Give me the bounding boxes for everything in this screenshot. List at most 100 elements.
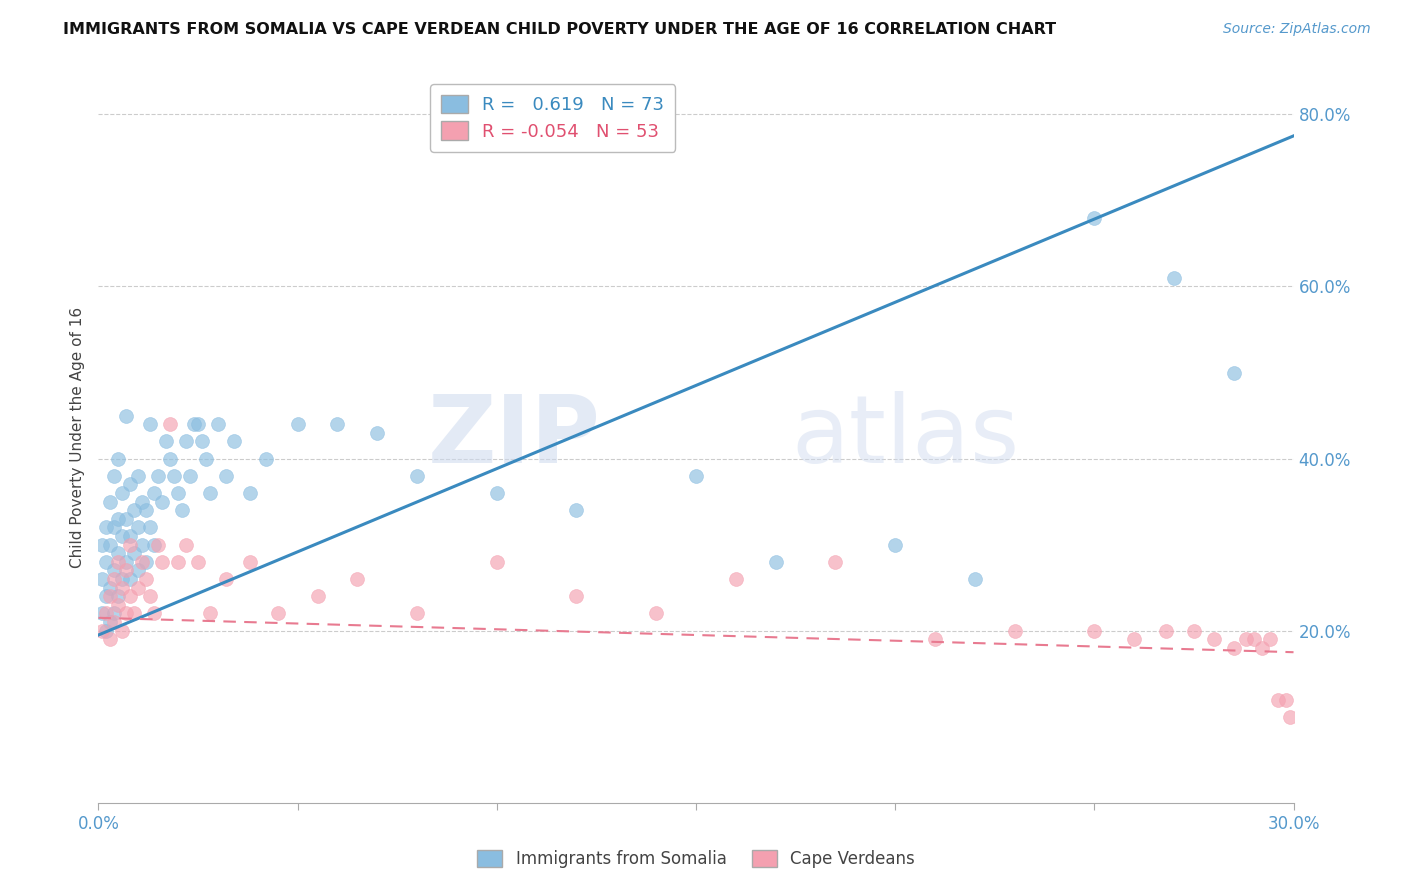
Text: IMMIGRANTS FROM SOMALIA VS CAPE VERDEAN CHILD POVERTY UNDER THE AGE OF 16 CORREL: IMMIGRANTS FROM SOMALIA VS CAPE VERDEAN … xyxy=(63,22,1056,37)
Point xyxy=(111,572,134,586)
Point xyxy=(148,468,170,483)
Point xyxy=(139,417,162,432)
Point xyxy=(366,425,388,440)
Point xyxy=(120,529,142,543)
Point xyxy=(1250,640,1272,655)
Point xyxy=(107,589,129,603)
Point xyxy=(135,572,157,586)
Point xyxy=(98,632,122,647)
Point xyxy=(1243,632,1265,647)
Point xyxy=(139,520,162,534)
Point xyxy=(107,546,129,560)
Point xyxy=(124,503,146,517)
Point xyxy=(96,520,118,534)
Point xyxy=(685,468,707,483)
Point xyxy=(103,564,125,578)
Point xyxy=(91,607,114,621)
Point xyxy=(120,538,142,552)
Point xyxy=(150,494,173,508)
Point xyxy=(159,417,181,432)
Point xyxy=(98,581,122,595)
Point xyxy=(963,572,986,586)
Text: atlas: atlas xyxy=(792,391,1019,483)
Point xyxy=(96,607,118,621)
Point xyxy=(143,538,166,552)
Point xyxy=(107,451,129,466)
Point xyxy=(120,572,142,586)
Point xyxy=(103,615,125,629)
Point xyxy=(111,529,134,543)
Point xyxy=(127,520,149,534)
Point xyxy=(1123,632,1146,647)
Point xyxy=(1223,366,1246,380)
Point xyxy=(215,572,238,586)
Point xyxy=(1004,624,1026,638)
Point xyxy=(179,468,201,483)
Point xyxy=(103,607,125,621)
Point xyxy=(174,538,197,552)
Point xyxy=(103,572,125,586)
Point xyxy=(924,632,946,647)
Point xyxy=(150,555,173,569)
Point xyxy=(1182,624,1205,638)
Point xyxy=(267,607,290,621)
Point xyxy=(111,486,134,500)
Point xyxy=(254,451,277,466)
Point xyxy=(824,555,846,569)
Point xyxy=(115,512,138,526)
Point xyxy=(167,555,190,569)
Point xyxy=(326,417,349,432)
Point xyxy=(103,468,125,483)
Point xyxy=(307,589,329,603)
Point xyxy=(107,512,129,526)
Point xyxy=(191,434,214,449)
Point xyxy=(239,555,262,569)
Point xyxy=(239,486,262,500)
Point xyxy=(195,451,218,466)
Point xyxy=(107,555,129,569)
Point xyxy=(124,546,146,560)
Point xyxy=(1154,624,1177,638)
Point xyxy=(406,468,429,483)
Point xyxy=(183,417,205,432)
Point xyxy=(96,624,118,638)
Point xyxy=(159,451,181,466)
Point xyxy=(198,486,221,500)
Point xyxy=(1202,632,1225,647)
Point xyxy=(222,434,245,449)
Point xyxy=(215,468,238,483)
Point xyxy=(174,434,197,449)
Point xyxy=(98,494,122,508)
Point xyxy=(1083,624,1105,638)
Point xyxy=(139,589,162,603)
Point xyxy=(724,572,747,586)
Text: Source: ZipAtlas.com: Source: ZipAtlas.com xyxy=(1223,22,1371,37)
Point xyxy=(565,589,588,603)
Point xyxy=(127,564,149,578)
Point xyxy=(163,468,186,483)
Point xyxy=(115,564,138,578)
Text: ZIP: ZIP xyxy=(427,391,600,483)
Point xyxy=(167,486,190,500)
Point xyxy=(103,520,125,534)
Point xyxy=(98,615,122,629)
Point xyxy=(91,538,114,552)
Point xyxy=(120,477,142,491)
Point xyxy=(107,598,129,612)
Point xyxy=(98,538,122,552)
Point xyxy=(765,555,787,569)
Point xyxy=(1258,632,1281,647)
Point xyxy=(645,607,668,621)
Point xyxy=(131,555,153,569)
Point xyxy=(131,494,153,508)
Point xyxy=(406,607,429,621)
Point xyxy=(1274,692,1296,706)
Point xyxy=(346,572,368,586)
Point xyxy=(1267,692,1289,706)
Point xyxy=(98,589,122,603)
Point xyxy=(198,607,221,621)
Point xyxy=(111,624,134,638)
Point xyxy=(120,589,142,603)
Point xyxy=(96,589,118,603)
Point xyxy=(1234,632,1257,647)
